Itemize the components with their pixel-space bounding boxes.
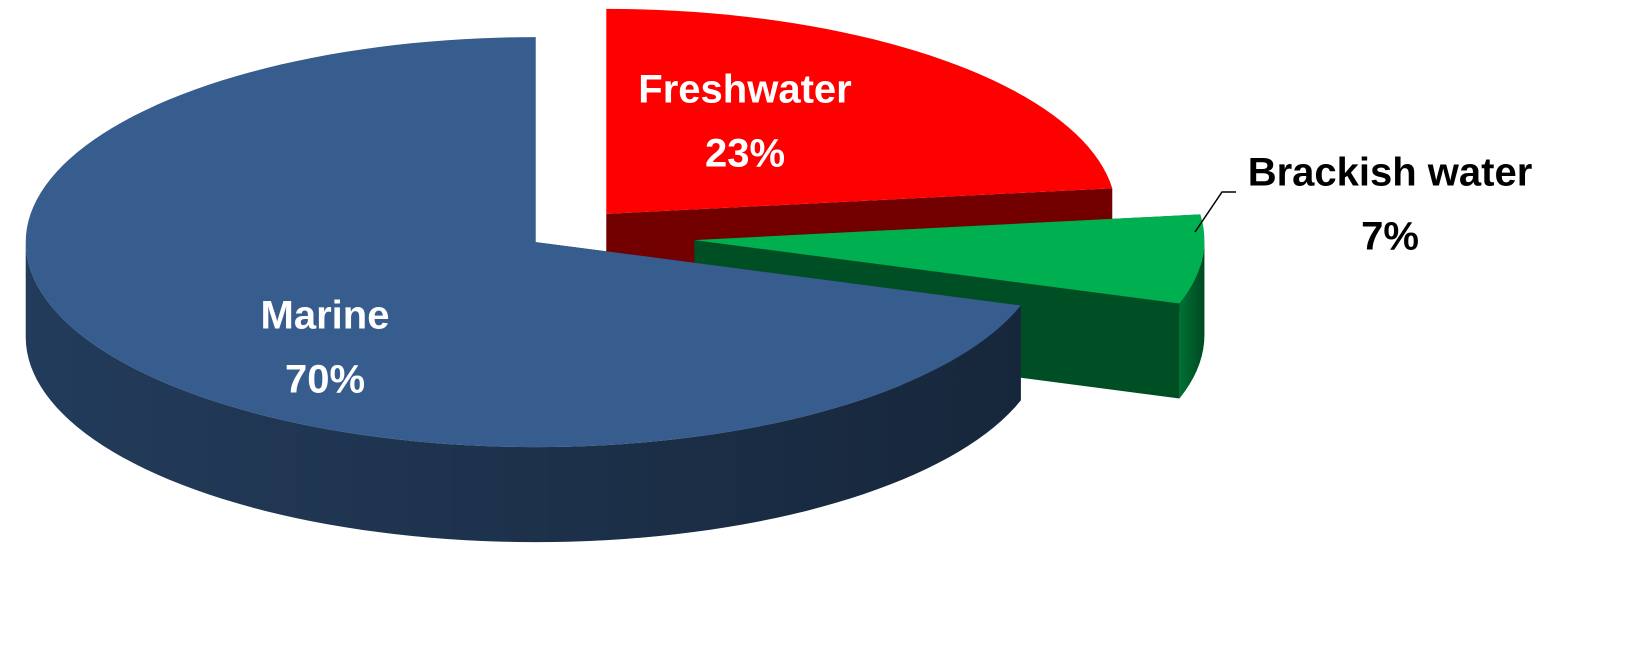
slice-label: Freshwater	[638, 68, 851, 112]
slice-side-shade	[1179, 240, 1205, 399]
slice-label: Brackish water	[1248, 151, 1533, 195]
slice-side-shade	[25, 242, 1021, 543]
slice-value-label: 23%	[705, 132, 785, 176]
slice	[694, 214, 1205, 304]
slice	[606, 8, 1113, 214]
slice-value-label: 7%	[1361, 215, 1419, 259]
slice	[25, 37, 1021, 448]
slice-value-label: 70%	[285, 358, 365, 402]
slice-label: Marine	[261, 294, 390, 338]
leader-line	[1194, 191, 1236, 233]
